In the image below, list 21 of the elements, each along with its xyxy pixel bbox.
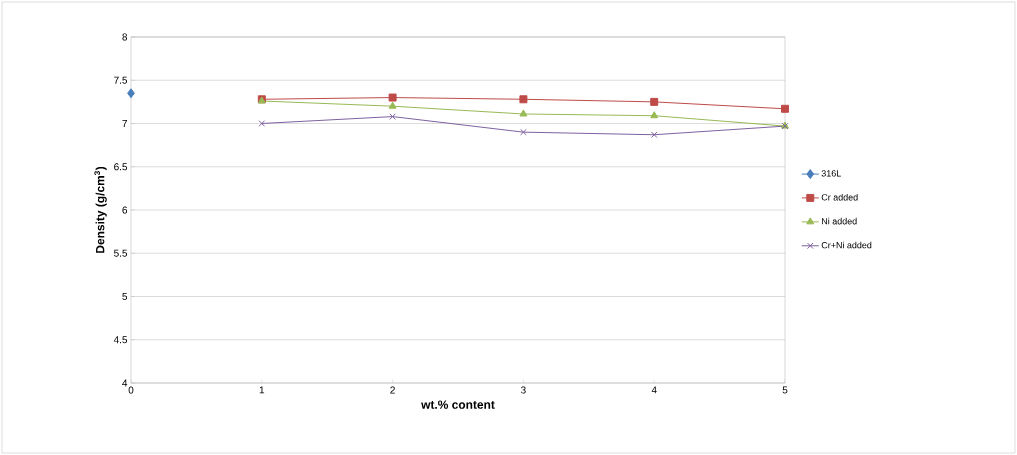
y-tick-label: 7.5 (114, 76, 128, 84)
x-tick-label: 0 (128, 386, 134, 394)
x-tick-label: 5 (782, 386, 788, 394)
legend-label: Cr added (821, 193, 858, 201)
y-tick-label: 8 (122, 33, 128, 41)
legend-label: 316L (821, 170, 841, 177)
y-tick-label: 5 (122, 293, 128, 300)
y-tick-label: 6 (122, 206, 128, 214)
y-tick-label: 4.5 (113, 336, 128, 344)
x-tick-label: 4 (651, 386, 657, 394)
y-tick-label: 4 (122, 379, 128, 387)
y-axis-title: Density (g/cm$^{3}$) (94, 166, 107, 253)
y-tick-label: 5.5 (114, 249, 128, 257)
x-tick-label: 1 (259, 386, 265, 394)
x-tick-label: 3 (521, 386, 526, 394)
legend-label: Cr+Ni added (821, 241, 872, 249)
x-axis-title: wt.% content (421, 400, 495, 409)
y-tick-label: 7 (122, 120, 127, 127)
legend-label: Ni added (822, 217, 857, 225)
x-tick-label: 2 (390, 386, 395, 394)
y-tick-label: 6.5 (114, 163, 128, 171)
